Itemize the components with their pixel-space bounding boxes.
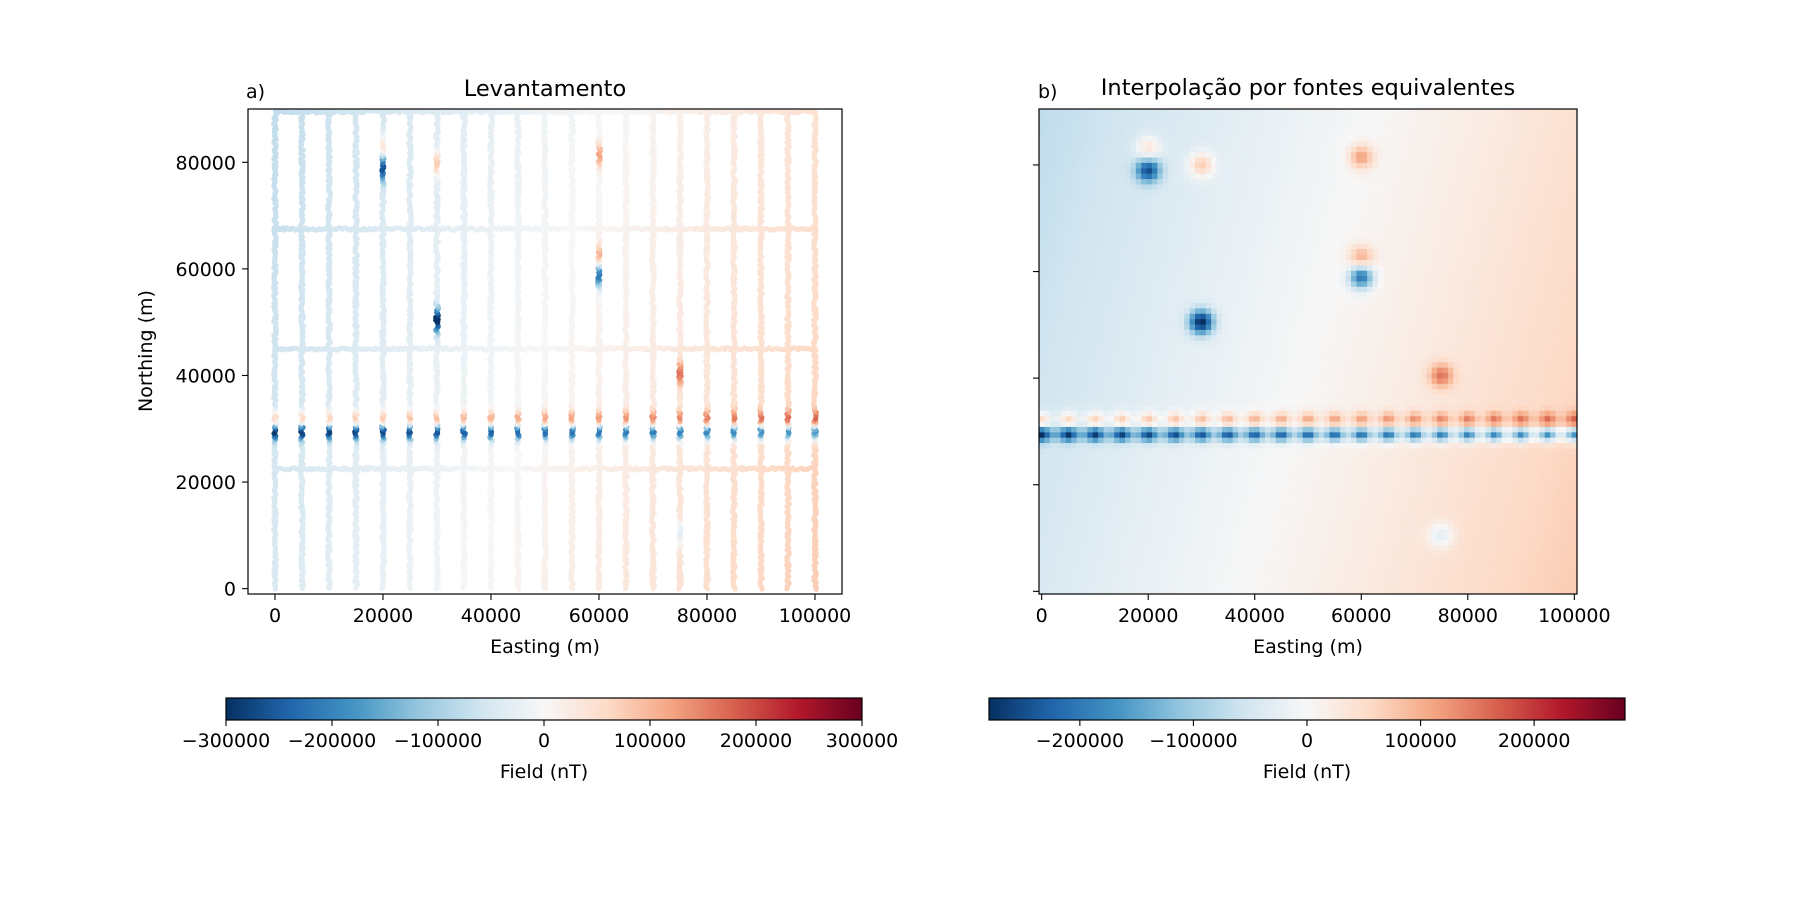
panel-survey: 0 20000 40000 60000 80000 1000000200004000060…	[135, 76, 851, 658]
survey-scatter-points	[271, 109, 819, 592]
